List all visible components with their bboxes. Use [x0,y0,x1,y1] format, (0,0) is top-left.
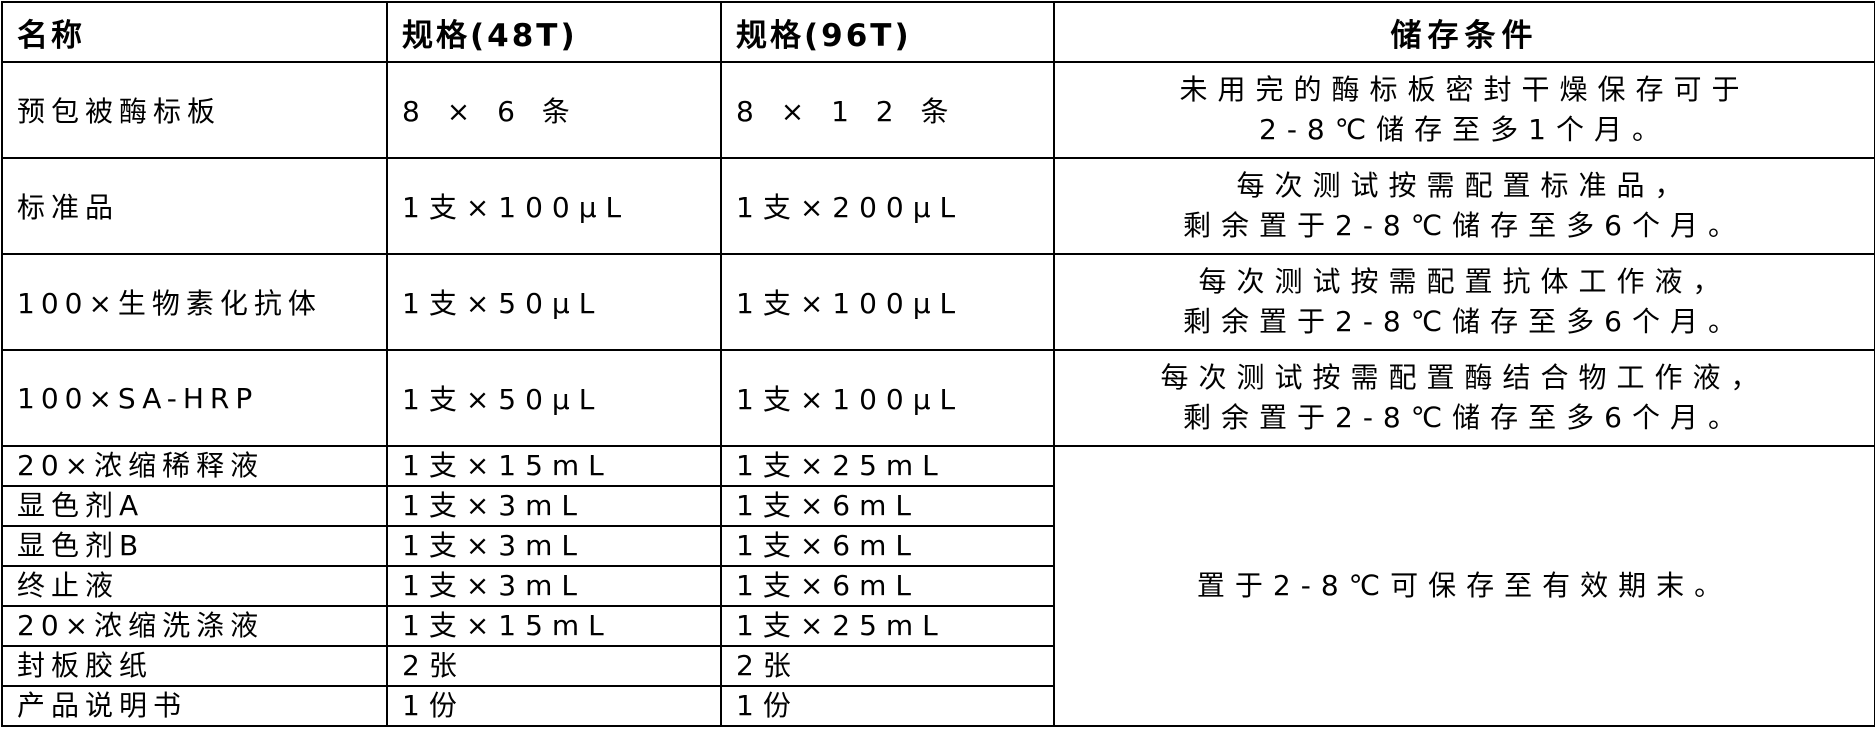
spec-48t: 1支×3mL [386,525,722,567]
storage-line: 每次测试按需配置酶结合物工作液， [1160,361,1769,394]
table-row: 封板胶纸 2张 2张 [1,645,1875,687]
spec-48t: 2张 [386,645,722,687]
spec-48t: 1支×100μL [386,157,722,255]
header-storage: 储存条件 [1053,1,1875,63]
header-row: 名称 规格(48T) 规格(96T) 储存条件 [1,1,1875,63]
component-name: 100×生物素化抗体 [1,253,388,351]
table-row: 显色剂B 1支×3mL 1支×6mL [1,525,1875,567]
table-row: 20×浓缩洗涤液 1支×15mL 1支×25mL [1,605,1875,647]
component-name: 20×浓缩洗涤液 [1,605,388,647]
storage-line: 2-8℃储存至多1个月。 [1259,113,1670,146]
component-name: 显色剂A [1,485,388,527]
spec-96t: 1支×100μL [720,253,1055,351]
header-name: 名称 [1,1,388,63]
component-name: 预包被酶标板 [1,61,388,159]
table-row: 产品说明书 1份 1份 [1,685,1875,727]
spec-96t: 1支×6mL [720,565,1055,607]
component-name: 100×SA-HRP [1,349,388,447]
spec-48t: 1支×50μL [386,253,722,351]
table-row: 标准品 1支×100μL 1支×200μL 每次测试按需配置标准品， 剩余置于2-8℃储… [1,157,1875,255]
spec-48t: 8 × 6 条 [386,61,722,159]
spec-96t: 1支×25mL [720,605,1055,647]
table-row: 终止液 1支×3mL 1支×6mL [1,565,1875,607]
storage-line: 剩余置于2-8℃储存至多6个月。 [1183,401,1746,434]
table-row: 100×SA-HRP 1支×50μL 1支×100μL 每次测试按需配置酶结合物工作液… [1,349,1875,447]
component-name: 20×浓缩稀释液 [1,445,388,487]
component-name: 标准品 [1,157,388,255]
spec-96t: 2张 [720,645,1055,687]
spec-96t: 1支×100μL [720,349,1055,447]
table-row: 20×浓缩稀释液 1支×15mL 1支×25mL 置于2-8℃可保存至有效期末。 [1,445,1875,727]
spec-96t: 1支×200μL [720,157,1055,255]
storage-line: 剩余置于2-8℃储存至多6个月。 [1183,305,1746,338]
storage-condition: 每次测试按需配置抗体工作液， 剩余置于2-8℃储存至多6个月。 [1053,253,1875,351]
component-name: 显色剂B [1,525,388,567]
spec-48t: 1支×50μL [386,349,722,447]
table-row: 显色剂A 1支×3mL 1支×6mL [1,485,1875,527]
spec-96t: 8 × 1 2 条 [720,61,1055,159]
spec-48t: 1份 [386,685,722,727]
storage-condition: 未用完的酶标板密封干燥保存可于 2-8℃储存至多1个月。 [1053,61,1875,159]
component-name: 终止液 [1,565,388,607]
storage-line: 每次测试按需配置抗体工作液， [1198,265,1731,298]
component-name: 产品说明书 [1,685,388,727]
storage-line: 未用完的酶标板密封干燥保存可于 [1179,73,1750,106]
table-row: 100×生物素化抗体 1支×50μL 1支×100μL 每次测试按需配置抗体工作液， 剩… [1,253,1875,351]
spec-48t: 1支×3mL [386,565,722,607]
spec-96t: 1份 [720,685,1055,727]
spec-96t: 1支×25mL [720,445,1055,487]
spec-48t: 1支×15mL [386,445,722,487]
component-name: 封板胶纸 [1,645,388,687]
spec-48t: 1支×15mL [386,605,722,647]
storage-line: 剩余置于2-8℃储存至多6个月。 [1183,209,1746,242]
spec-96t: 1支×6mL [720,525,1055,567]
spec-96t: 1支×6mL [720,485,1055,527]
storage-line: 每次测试按需配置标准品， [1236,169,1693,202]
storage-condition: 每次测试按需配置酶结合物工作液， 剩余置于2-8℃储存至多6个月。 [1053,349,1875,447]
header-spec-96t: 规格(96T) [720,1,1055,63]
storage-condition: 每次测试按需配置标准品， 剩余置于2-8℃储存至多6个月。 [1053,157,1875,255]
spec-48t: 1支×3mL [386,485,722,527]
shared-storage-condition: 置于2-8℃可保存至有效期末。 [1053,445,1875,727]
header-spec-48t: 规格(48T) [386,1,722,63]
